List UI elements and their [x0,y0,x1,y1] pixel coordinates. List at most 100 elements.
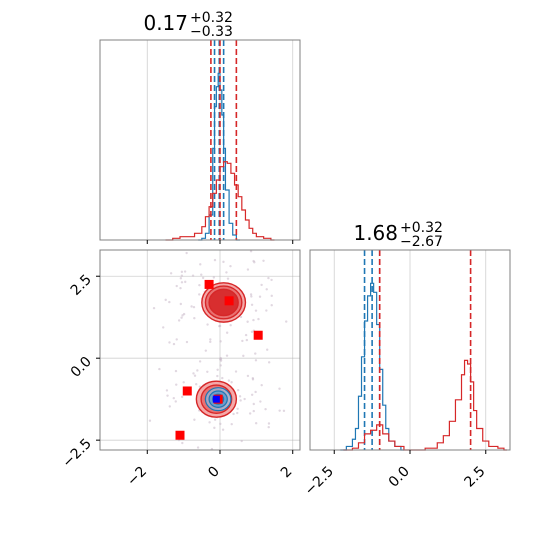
scatter-sample [196,369,199,372]
scatter-sample [250,330,254,334]
scatter-sample [250,393,254,396]
scatter-sample [179,286,182,290]
scatter-sample [200,273,203,276]
scatter-sample [250,295,253,298]
scatter-sample [195,382,198,386]
scatter-sample [180,395,184,399]
scatter-sample [246,320,249,323]
scatter-sample [230,381,233,384]
scatter-sample [168,300,171,304]
scatter-sample [225,331,229,334]
scatter-sample [180,281,184,284]
scatter-sample [229,264,232,268]
scatter-sample [248,412,252,415]
scatter-sample [219,357,223,361]
scatter-sample [183,270,187,273]
panel-frame [99,39,301,241]
scatter-sample [185,251,188,255]
scatter-sample [193,316,196,320]
scatter-sample [270,278,273,282]
red-square-marker [175,430,185,440]
x-tick-label: −2 [124,464,150,490]
scatter-sample [246,374,250,378]
scatter-sample [193,374,197,377]
scatter-sample [249,250,253,253]
scatter-sample [184,280,187,284]
scatter-sample [180,316,183,319]
scatter-sample [190,305,193,308]
scatter-sample [278,409,281,412]
scatter-sample [199,263,202,266]
scatter-sample [270,304,273,307]
scatter-sample [249,293,253,296]
panel-title-lower-error: −2.67 [400,234,443,250]
scatter-sample [234,370,238,373]
scatter-sample [252,402,255,406]
scatter-sample [238,395,242,398]
scatter-sample [165,389,169,392]
scatter-sample [175,338,178,341]
scatter-sample [216,374,219,378]
scatter-sample [212,276,216,279]
scatter-sample [257,317,260,321]
scatter-sample [198,293,201,296]
scatter-sample [206,323,209,326]
scatter-sample [270,294,273,298]
y-tick-label: −2.5 [59,436,94,471]
panel-title-lower-error: −0.33 [190,24,233,40]
scatter-sample [180,270,184,274]
scatter-sample [225,354,229,357]
scatter-sample [264,407,267,411]
scatter-sample [168,405,172,408]
scatter-sample [245,338,249,342]
scatter-sample [239,399,242,402]
scatter-sample [252,409,255,413]
scatter-sample [177,319,181,322]
scatter-sample [254,352,257,355]
scatter-sample [221,376,224,380]
scatter-sample [246,268,250,271]
scatter-sample [193,418,196,421]
panel-frame [99,249,301,451]
scatter-sample [254,309,258,312]
panel-title-upper-error: +0.32 [400,220,443,236]
hist-param-0-panel: 0.17 +0.32−0.33 [99,10,301,244]
panel-title-value: 1.68 [353,221,398,245]
histogram-series-red [165,161,275,241]
y-tick-label: 0.0 [68,354,95,381]
scatter-sample [209,340,212,344]
scatter-sample [236,407,239,410]
scatter-sample [192,372,195,375]
scatter-sample [192,305,196,309]
scatter-sample [166,394,169,397]
scatter-sample [181,441,184,445]
scatter-sample [285,320,288,323]
panel-title-value: 0.17 [143,11,188,35]
scatter-sample [179,277,183,280]
scatter-sample [219,422,222,426]
scatter-sample [181,314,184,317]
scatter-sample [232,412,235,416]
scatter-sample [267,422,271,425]
scatter-sample [236,388,240,392]
histogram-series-blue [198,72,240,241]
scatter-sample [262,259,265,263]
scatter-sample [213,426,216,430]
scatter-sample [221,428,225,431]
scatter-sample [198,283,201,287]
scatter-sample [213,418,217,421]
scatter-sample [179,302,183,306]
scatter-sample [229,324,232,327]
x-tick-label: 0 [205,464,223,482]
red-square-marker [253,330,263,340]
scatter-sample [174,369,178,373]
panel-title-upper-error: +0.32 [190,10,233,26]
scatter-sample [230,422,233,426]
scatter-sample [267,425,270,429]
scatter-sample [226,277,230,280]
scatter-sample [241,339,244,343]
red-square-marker [204,279,214,289]
scatter-sample [227,379,231,382]
scatter-sample [243,397,246,401]
